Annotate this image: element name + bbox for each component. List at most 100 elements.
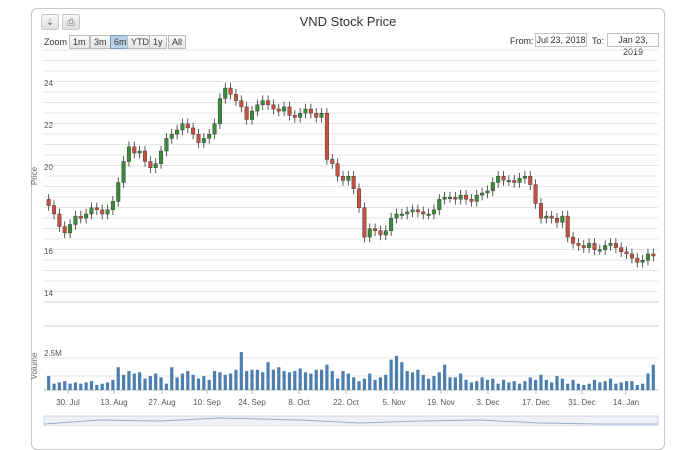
x-tick-label: 17. Dec <box>522 398 550 407</box>
candle-body <box>62 226 67 234</box>
candle-body <box>271 104 276 110</box>
candle-body <box>346 175 351 181</box>
volume-bar <box>571 379 575 390</box>
volume-bar <box>105 382 110 390</box>
candle-body <box>383 230 388 236</box>
candle-body <box>217 98 222 124</box>
volume-bar <box>635 384 639 390</box>
volume-bar <box>384 374 388 390</box>
volume-bar <box>186 371 190 390</box>
volume-bar <box>389 359 393 390</box>
print-icon: ⎙ <box>67 17 75 27</box>
download-button[interactable]: ⇣ <box>41 14 59 30</box>
price-tick-label: 16 <box>44 247 53 256</box>
candle-body <box>46 199 51 206</box>
candle-body <box>629 253 634 259</box>
volume-bar <box>475 381 479 390</box>
candle-body <box>389 217 394 231</box>
volume-bar <box>319 369 324 390</box>
candle-body <box>185 123 190 129</box>
volume-bar <box>352 377 356 390</box>
volume-bar <box>63 381 67 390</box>
volume-bar <box>298 368 302 390</box>
to-label: To: <box>592 36 605 46</box>
to-date-input[interactable]: Jan 23, 2019 <box>607 33 659 57</box>
volume-bar <box>261 372 265 390</box>
volume-bar <box>207 379 211 390</box>
from-date-input[interactable]: Jul 23, 2018 <box>535 33 587 47</box>
volume-bar <box>138 372 142 390</box>
candle-body <box>68 224 73 234</box>
candle-body <box>453 196 458 200</box>
volume-bar <box>170 367 174 390</box>
volume-bar <box>47 376 51 390</box>
candle-body <box>651 253 656 257</box>
volume-bar <box>212 371 217 390</box>
print-button[interactable]: ⎙ <box>62 14 80 30</box>
volume-bar <box>68 383 72 390</box>
candle-body <box>592 243 597 250</box>
candle-body <box>335 163 340 177</box>
candle-body <box>169 133 174 139</box>
volume-bar <box>512 381 516 390</box>
volume-bar <box>57 382 61 390</box>
candle-body <box>250 110 255 120</box>
volume-bar <box>592 379 597 390</box>
volume-bar <box>293 371 297 390</box>
volume-bar <box>277 367 281 390</box>
x-tick-label: 5. Nov <box>382 398 405 407</box>
volume-bar <box>164 383 168 390</box>
navigator-strip <box>43 415 659 426</box>
volume-bar <box>651 364 655 390</box>
candle-body <box>357 188 362 208</box>
volume-bar <box>127 371 131 390</box>
price-tick-label: 22 <box>44 121 53 130</box>
volume-bar <box>309 373 313 390</box>
volume-bar <box>576 383 581 390</box>
volume-bar <box>507 382 511 390</box>
zoom-1y-button[interactable]: 1y <box>149 35 167 49</box>
volume-bar <box>191 374 195 390</box>
volume-bar <box>608 378 613 390</box>
candle-body <box>266 100 271 105</box>
price-axis-title: Price <box>30 166 39 185</box>
candle-body <box>255 104 260 112</box>
candle-body <box>153 163 158 169</box>
volume-bar <box>95 384 99 390</box>
volume-bar <box>362 378 366 390</box>
zoom-1m-button[interactable]: 1m <box>69 35 90 49</box>
volume-bar <box>84 382 88 390</box>
candle-body <box>560 215 565 223</box>
volume-bar <box>630 381 634 390</box>
candle-body <box>410 209 415 213</box>
candle-body <box>260 100 265 105</box>
volume-bar <box>373 379 377 390</box>
volume-bar <box>325 364 329 390</box>
volume-bar <box>416 369 420 390</box>
volume-bar <box>148 376 152 390</box>
volume-bar <box>426 378 431 390</box>
candle-body <box>485 190 490 194</box>
price-tick-label: 14 <box>44 289 53 298</box>
volume-bar <box>282 371 286 390</box>
zoom-all-button[interactable]: All <box>168 35 187 49</box>
volume-bar <box>400 362 404 390</box>
volume-bar <box>443 364 447 390</box>
candle-body <box>180 123 185 131</box>
volume-bar <box>271 369 276 390</box>
download-icon: ⇣ <box>46 17 54 27</box>
volume-bar <box>159 377 163 390</box>
volume-bar <box>287 372 292 390</box>
volume-bar <box>100 383 104 390</box>
volume-bar <box>501 379 506 390</box>
x-tick-label: 24. Sep <box>238 398 266 407</box>
volume-bar <box>121 374 126 390</box>
candle-body <box>506 180 511 183</box>
volume-bar <box>111 379 115 390</box>
zoom-3m-button[interactable]: 3m <box>90 35 111 49</box>
volume-bar <box>266 362 270 390</box>
candle-body <box>528 175 533 185</box>
volume-bar <box>523 381 527 390</box>
candle-body <box>405 211 410 215</box>
volume-bar <box>154 373 158 390</box>
